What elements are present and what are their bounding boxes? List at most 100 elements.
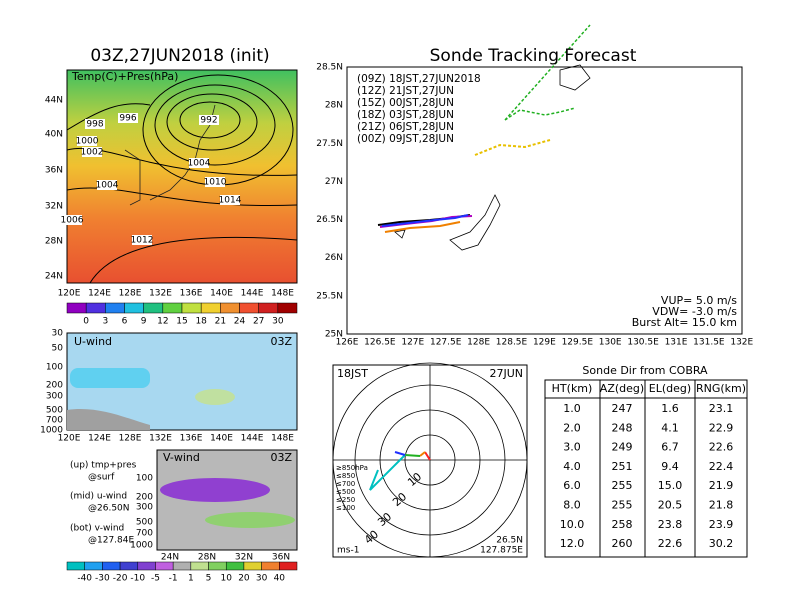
lat-label: 32N [45, 202, 63, 212]
colorbar-swatch [119, 561, 139, 571]
note: (mid) u-wind [70, 492, 127, 502]
legend-entry: (21Z) 06JST,28JUN [357, 121, 454, 133]
colorbar-label: 1 [188, 574, 194, 584]
colorbar-label: 18 [195, 317, 207, 327]
colorbar-label: -40 [77, 574, 92, 584]
lon-label: 128E [119, 434, 142, 444]
track-plot [346, 66, 743, 335]
pressure-label: 100 [136, 474, 153, 484]
note: (up) tmp+pres [70, 461, 137, 471]
panel-label: V-wind [163, 451, 200, 464]
contour-label-bg [62, 215, 82, 225]
lon-label: 124E [88, 434, 111, 444]
map-title: 03Z,27JUN2018 (init) [90, 46, 269, 66]
lon-label: 126.5E [364, 338, 396, 348]
parameter: VDW= -3.0 m/s [652, 305, 737, 318]
table-cell: 249 [612, 441, 633, 454]
lat-label: 27.5N [316, 139, 343, 149]
pressure-label: 30 [52, 329, 64, 339]
lon-label: 127E [401, 338, 424, 348]
contour-label-bg [220, 195, 240, 205]
table-cell: 8.0 [563, 499, 581, 512]
lat-label: 27N [325, 177, 343, 187]
contour-label-bg [85, 119, 105, 129]
lon-label: 140E [210, 289, 233, 299]
pressure-label: 500 [46, 406, 63, 416]
table-cell: 22.9 [709, 421, 734, 434]
panel-time: 03Z [270, 451, 292, 464]
colorbar-label: -10 [130, 574, 145, 584]
pressure-label: 50 [52, 344, 64, 354]
legend-entry: (09Z) 18JST,27JUN2018 [357, 73, 481, 85]
lat-label: 28.5N [316, 63, 343, 73]
colorbar-swatch [200, 302, 221, 314]
contour-label: 998 [86, 120, 103, 130]
colorbar-label: 30 [272, 317, 284, 327]
lat-label: 26.5N [316, 215, 343, 225]
lat-label: 36N [45, 166, 63, 176]
colorbar-label: 21 [215, 317, 226, 327]
contour-label-bg [199, 115, 219, 125]
lon-label: 128E [119, 289, 142, 299]
table-header: EL(deg) [649, 382, 691, 395]
lat-label: 24N [161, 553, 179, 563]
lon-label: 136E [180, 434, 203, 444]
polar-legend: ≤850 [336, 472, 355, 480]
colorbar-swatch [66, 302, 87, 314]
table-grid [544, 379, 748, 558]
lon-label: 132E [149, 434, 172, 444]
parameter: VUP= 5.0 m/s [661, 294, 737, 307]
table-cell: 10.0 [560, 518, 585, 531]
colorbar-label: 3 [102, 317, 108, 327]
colorbar-swatch [162, 302, 183, 314]
table-cell: 260 [612, 537, 633, 550]
colorbar-swatch [105, 302, 125, 314]
lon-label: 130.5E [627, 338, 659, 348]
lon-label: 130E [599, 338, 622, 348]
table-cell: 2.0 [563, 421, 581, 434]
map-label: Temp(C)+Pres(hPa) [71, 70, 178, 83]
jet-area [70, 368, 150, 388]
table-cell: 4.0 [563, 460, 581, 473]
colorbar-label: 0 [83, 317, 89, 327]
colorbar-label: 27 [253, 317, 264, 327]
lon-label: 131.5E [693, 338, 725, 348]
lat-label: 32N [235, 553, 253, 563]
lat-label: 28N [198, 553, 216, 563]
pressure-label: 500 [136, 518, 153, 528]
colorbar-label: -1 [169, 574, 178, 584]
wind-area [195, 389, 235, 405]
colorbar-label: 30 [256, 574, 268, 584]
colorbar-label: -30 [95, 574, 110, 584]
lon-label: 127.5E [430, 338, 462, 348]
table-cell: 23.9 [709, 518, 734, 531]
lon-label: 129.5E [562, 338, 594, 348]
colorbar-swatch [143, 302, 164, 314]
lon-label: 140E [210, 434, 233, 444]
table-cell: 258 [612, 518, 633, 531]
colorbar-swatch [261, 561, 280, 571]
colorbar-label: 40 [274, 574, 286, 584]
colorbar-swatch [225, 561, 245, 571]
lon-label: 120E [58, 434, 81, 444]
contour-label: 1002 [81, 148, 104, 158]
legend-entry: (12Z) 21JST,27JUN [357, 85, 454, 97]
legend-entry: (15Z) 00JST,28JUN [357, 97, 454, 109]
colorbar-swatch [239, 302, 259, 314]
contour-label: 1006 [61, 216, 84, 226]
panel-time: 03Z [270, 335, 292, 348]
table-cell: 6.0 [563, 479, 581, 492]
table-title: Sonde Dir from COBRA [582, 364, 708, 377]
table-cell: 251 [612, 460, 633, 473]
polar-legend: ≤700 [336, 480, 355, 488]
polar-lat: 26.5N [496, 536, 523, 546]
colorbar-swatch [220, 302, 240, 314]
pressure-label: 300 [46, 392, 63, 402]
table-cell: 22.6 [709, 441, 734, 454]
contour-label-bg [82, 147, 102, 157]
lon-label: 128.5E [496, 338, 528, 348]
lon-label: 136E [180, 289, 203, 299]
lat-label: 40N [45, 130, 63, 140]
hodograph [369, 451, 431, 491]
